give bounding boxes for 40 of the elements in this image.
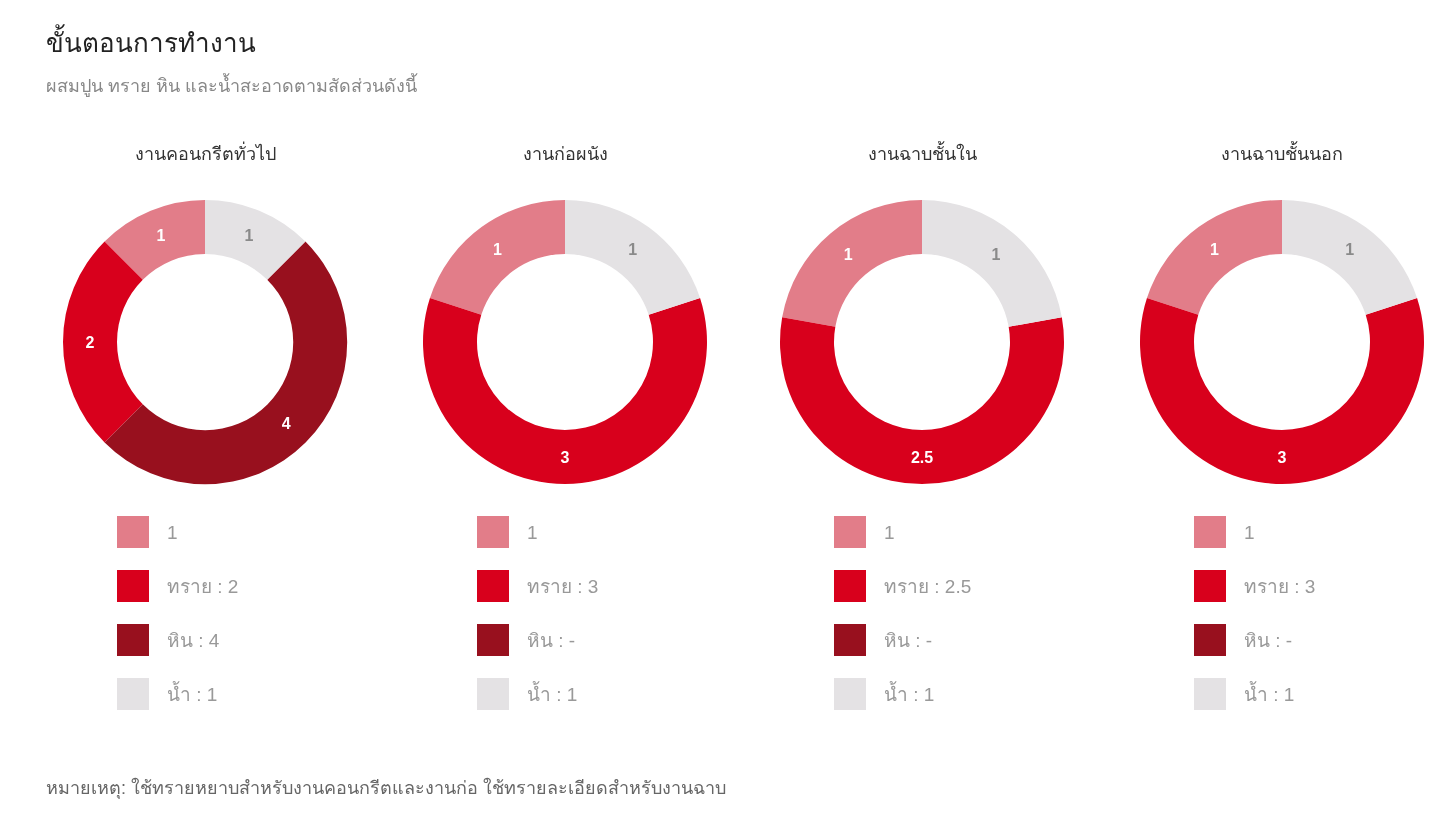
data-label: 3 [1277,448,1287,466]
data-label: 2 [85,333,95,351]
chart-title: งานฉาบชั้นนอก [1221,141,1343,164]
chart-title: งานก่อผนัง [522,144,608,164]
donut-slice [104,241,348,485]
data-label: 1 [991,245,1001,263]
data-label: 1 [156,227,166,245]
legend-label: น้ำ : 1 [527,680,578,705]
legend-label: หิน : - [1244,629,1293,651]
donut-slice [104,200,205,280]
legend-label: ทราย : 2.5 [884,575,972,597]
donut-slice [205,200,306,280]
data-label: 1 [843,245,853,263]
data-label: 1 [1209,240,1219,258]
legend-label: หิน : - [527,629,576,651]
donut-slice [63,241,143,443]
data-label: 2.5 [910,448,934,466]
legend-label: น้ำ : 1 [1244,680,1295,705]
chart-title: งานคอนกรีตทั่วไป [134,141,276,164]
legend-label: หิน : 4 [167,629,220,651]
text: 1 [884,521,895,543]
data-label: 3 [560,448,570,466]
legend-label: ทราย : 3 [527,575,599,597]
text: ขั้นตอนการทำงาน [46,24,256,58]
text: 1 [167,521,178,543]
data-label: 1 [492,240,502,258]
text: 1 [1244,521,1255,543]
legend-label: หิน : - [884,629,933,651]
data-label: 4 [281,414,291,432]
data-label: 1 [244,227,254,245]
legend-label: น้ำ : 1 [167,680,218,705]
text: หมายเหตุ: ใช้ทรายหยาบสำหรับงานคอนกรีตและงานก่อ ใช้ทรายละเอียดสำหรับงานฉาบ [46,777,727,799]
chart-title: งานฉาบชั้นใน [867,141,977,164]
legend-label: ทราย : 3 [1244,575,1316,597]
data-label: 1 [1345,240,1355,258]
legend-label: น้ำ : 1 [884,680,935,705]
legend-label: ทราย : 2 [167,575,239,597]
text: ผสมปูน ทราย หิน และน้ำสะอาดตามสัดส่วนดังนี้ [46,73,418,97]
data-label: 1 [628,240,638,258]
text: 1 [527,521,538,543]
